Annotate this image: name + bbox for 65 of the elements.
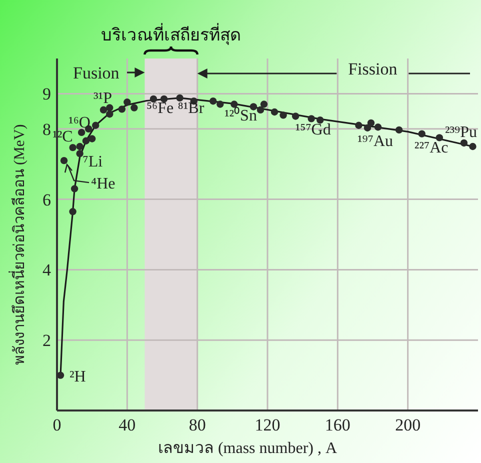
point <box>460 139 468 147</box>
point <box>367 119 375 127</box>
annotation: ¹²⁰Sn <box>224 106 257 125</box>
y-tick-label: 8 <box>42 120 51 139</box>
point <box>69 144 76 152</box>
annotation: Fusion <box>73 64 120 82</box>
annotation: ²³⁹Pu <box>444 124 478 141</box>
point <box>76 142 84 150</box>
point <box>56 372 64 379</box>
x-tick-label: 160 <box>324 416 350 434</box>
point <box>92 122 100 129</box>
point <box>256 106 264 114</box>
annotation: ²H <box>70 368 86 386</box>
point <box>106 104 114 112</box>
point <box>374 124 382 131</box>
point <box>270 108 278 116</box>
point <box>78 128 86 136</box>
point <box>418 130 426 138</box>
x-tick-label: 200 <box>395 416 421 434</box>
point <box>176 94 184 102</box>
annotation: ¹⁶O <box>68 114 90 132</box>
point <box>124 98 131 106</box>
annotation: ³¹P <box>93 90 112 107</box>
y-tick-label: 6 <box>42 190 51 210</box>
point <box>395 126 403 134</box>
point <box>469 142 476 150</box>
point <box>260 100 268 108</box>
point <box>100 106 108 114</box>
point <box>355 122 362 129</box>
point <box>210 97 217 105</box>
x-axis-title: เลขมวล (mass number) , A <box>158 440 338 457</box>
annotation: ¹⁹⁷Au <box>357 132 394 150</box>
y-tick-label: 2 <box>42 331 51 350</box>
y-axis-title: พลังงานยึดเหนี่ยวต่อนิวคลีออน (MeV) <box>8 124 28 365</box>
annotation: ¹⁵⁷Gd <box>295 122 331 139</box>
annotation: ⁷Li <box>82 154 104 171</box>
band-label: บริเวณที่เสถียรที่สุด <box>101 22 242 46</box>
annotation: ⁴He <box>91 176 116 193</box>
point <box>292 112 300 120</box>
point <box>436 134 444 142</box>
y-tick-label: 4 <box>42 260 52 280</box>
x-tick-label: 40 <box>118 416 136 434</box>
point <box>88 135 96 142</box>
point <box>76 150 84 158</box>
y-tick-label: 9 <box>42 84 51 104</box>
point <box>364 124 372 132</box>
point <box>82 137 90 144</box>
point <box>150 95 158 103</box>
point <box>280 112 287 119</box>
point <box>106 110 114 118</box>
point <box>308 115 315 122</box>
x-tick-label: 120 <box>254 416 280 434</box>
point <box>69 208 76 216</box>
point <box>60 156 68 164</box>
point <box>118 106 126 113</box>
point <box>70 185 78 192</box>
annotation: Fission <box>348 60 398 78</box>
point <box>160 95 168 103</box>
x-tick-label: 0 <box>52 416 62 434</box>
annotation: ⁵⁶Fe <box>146 100 174 117</box>
x-tick-label: 80 <box>188 416 206 434</box>
annotation: ²²⁷Ac <box>414 140 448 157</box>
point <box>216 100 224 108</box>
annotation: ⁸¹Br <box>178 100 205 117</box>
point <box>130 104 138 112</box>
